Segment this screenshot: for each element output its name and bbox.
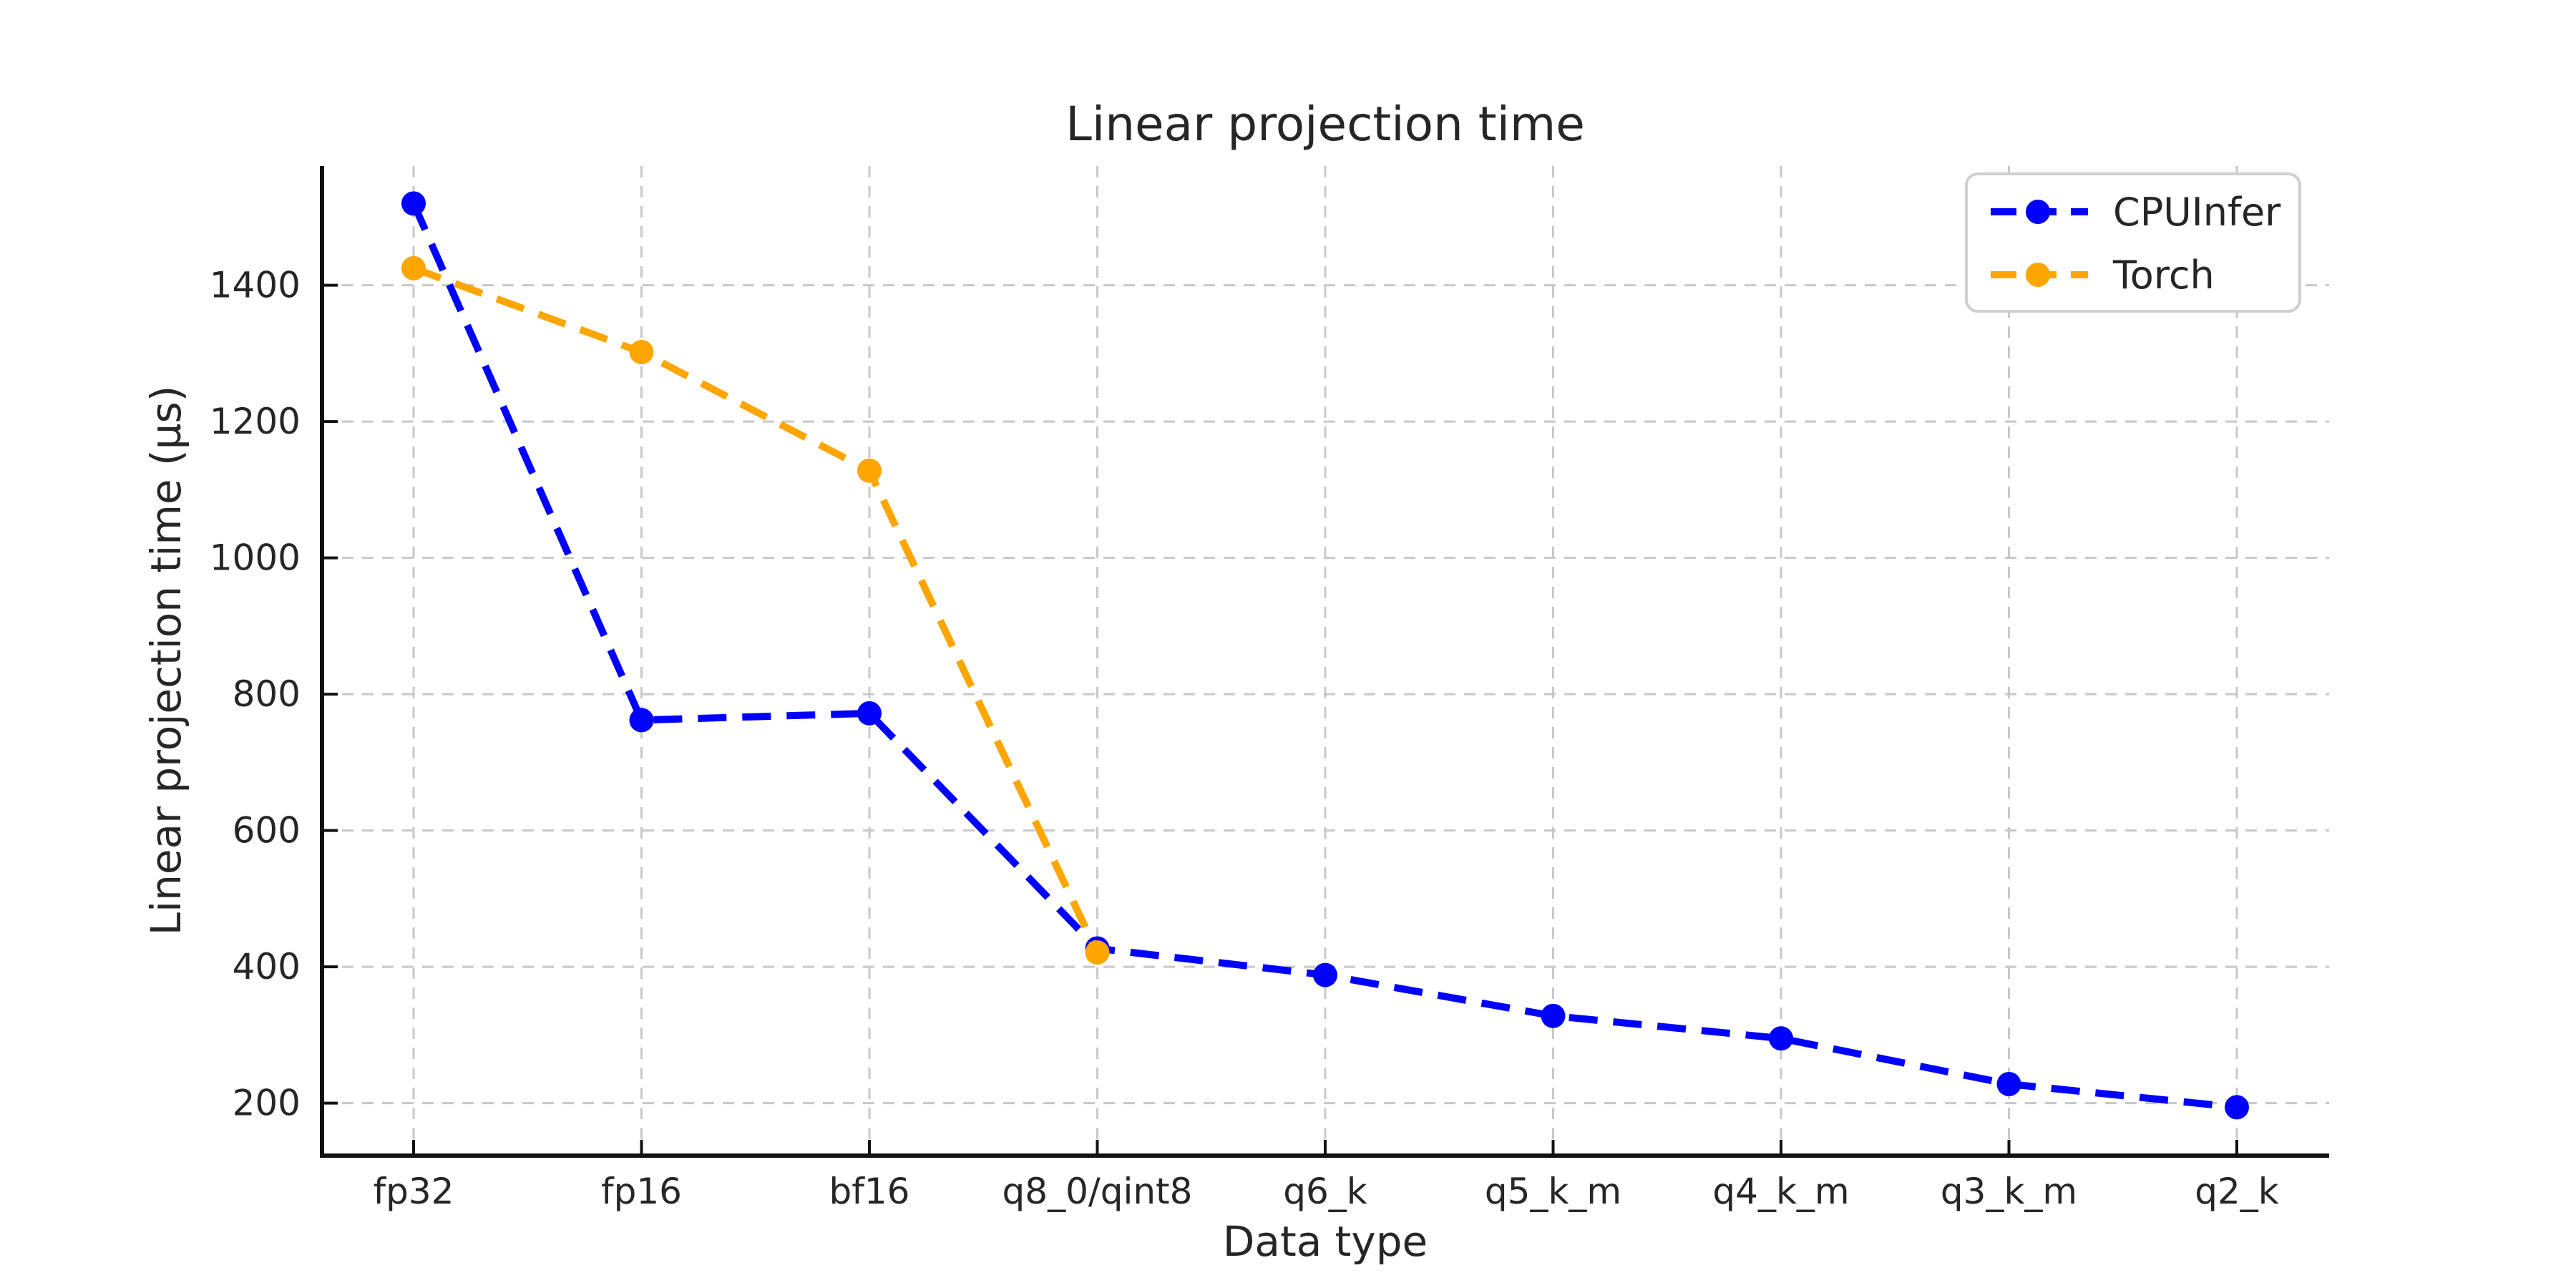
x-tick-label: q2_k [2195, 1171, 2279, 1212]
data-point-marker-cpuinfer [1541, 1003, 1566, 1028]
x-tick-label: fp32 [374, 1171, 454, 1212]
data-point-marker-cpuinfer [1996, 1071, 2021, 1096]
legend-label-torch: Torch [2112, 253, 2215, 298]
data-series [401, 191, 2249, 1120]
y-axis-label: Linear projection time (µs) [142, 386, 190, 936]
x-tick-label: q3_k_m [1941, 1171, 2077, 1212]
tick-labels: 200 400 600 800 1000 1200 1400 fp32 fp16 bf16 q8_0… [210, 265, 2279, 1212]
data-point-marker-cpuinfer [1769, 1026, 1793, 1051]
x-tick-label: fp16 [601, 1171, 682, 1212]
legend-marker-torch [2026, 263, 2050, 287]
legend: CPUInfer Torch [1965, 172, 2301, 313]
data-point-marker-torch [401, 255, 426, 280]
series-line-torch [412, 265, 1101, 955]
data-point-marker-torch [629, 340, 654, 365]
y-tick-label: 1400 [210, 265, 301, 306]
y-tick-label: 800 [233, 673, 301, 715]
legend-label-cpuinfer: CPUInfer [2113, 190, 2281, 235]
x-tick-label: q8_0/qint8 [1002, 1171, 1193, 1212]
data-point-marker-torch [1085, 940, 1110, 965]
data-point-marker-cpuinfer [629, 708, 654, 733]
axes [320, 166, 2329, 1158]
y-tick-label: 600 [233, 810, 301, 852]
x-tick-label: bf16 [829, 1171, 910, 1212]
y-tick-label: 1000 [210, 537, 301, 579]
y-tick-label: 1200 [210, 401, 301, 442]
x-axis-label: Data type [1223, 1217, 1428, 1266]
x-tick-label: q5_k_m [1485, 1171, 1621, 1212]
chart-title: Linear projection time [1065, 97, 1585, 152]
x-tick-label: q6_k [1283, 1171, 1367, 1212]
gridlines [322, 166, 2329, 1156]
legend-marker-cpuinfer [2026, 200, 2050, 224]
data-point-marker-cpuinfer [401, 191, 426, 216]
data-point-marker-cpuinfer [1313, 962, 1337, 987]
data-point-marker-cpuinfer [2225, 1095, 2249, 1120]
y-tick-label: 200 [233, 1083, 301, 1124]
data-point-marker-torch [857, 458, 882, 483]
data-point-marker-cpuinfer [857, 701, 882, 726]
x-tick-label: q4_k_m [1712, 1171, 1849, 1212]
y-tick-label: 400 [233, 946, 301, 987]
